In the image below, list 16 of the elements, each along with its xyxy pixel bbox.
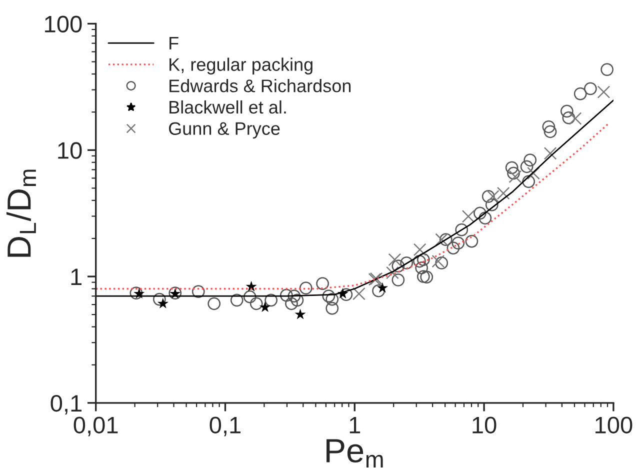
x-tick-label: 10 [472, 416, 496, 434]
y-tick-label: 10 [58, 142, 82, 159]
x-tick-label: 100 [596, 416, 632, 434]
x-tick-label: 0,1 [210, 416, 241, 436]
y-tick-label: 1 [71, 268, 82, 286]
legend-label: Blackwell et al. [170, 100, 286, 114]
x-tick-label: 1 [350, 416, 360, 434]
legend-label: K, regular packing [170, 58, 312, 75]
legend-label: F [170, 37, 178, 50]
x-tick-label: 0,01 [74, 416, 118, 436]
x-axis-title: Pe$_{m}$ [326, 439, 383, 468]
legend-label: Edwards & Richardson [170, 79, 351, 92]
y-tick-label: 100 [45, 16, 82, 32]
y-axis-title: D$_{L}$/D$_{m}$ [6, 170, 36, 257]
y-tick-label: 0,1 [50, 394, 82, 414]
legend-label: Gunn & Pryce [168, 122, 280, 139]
